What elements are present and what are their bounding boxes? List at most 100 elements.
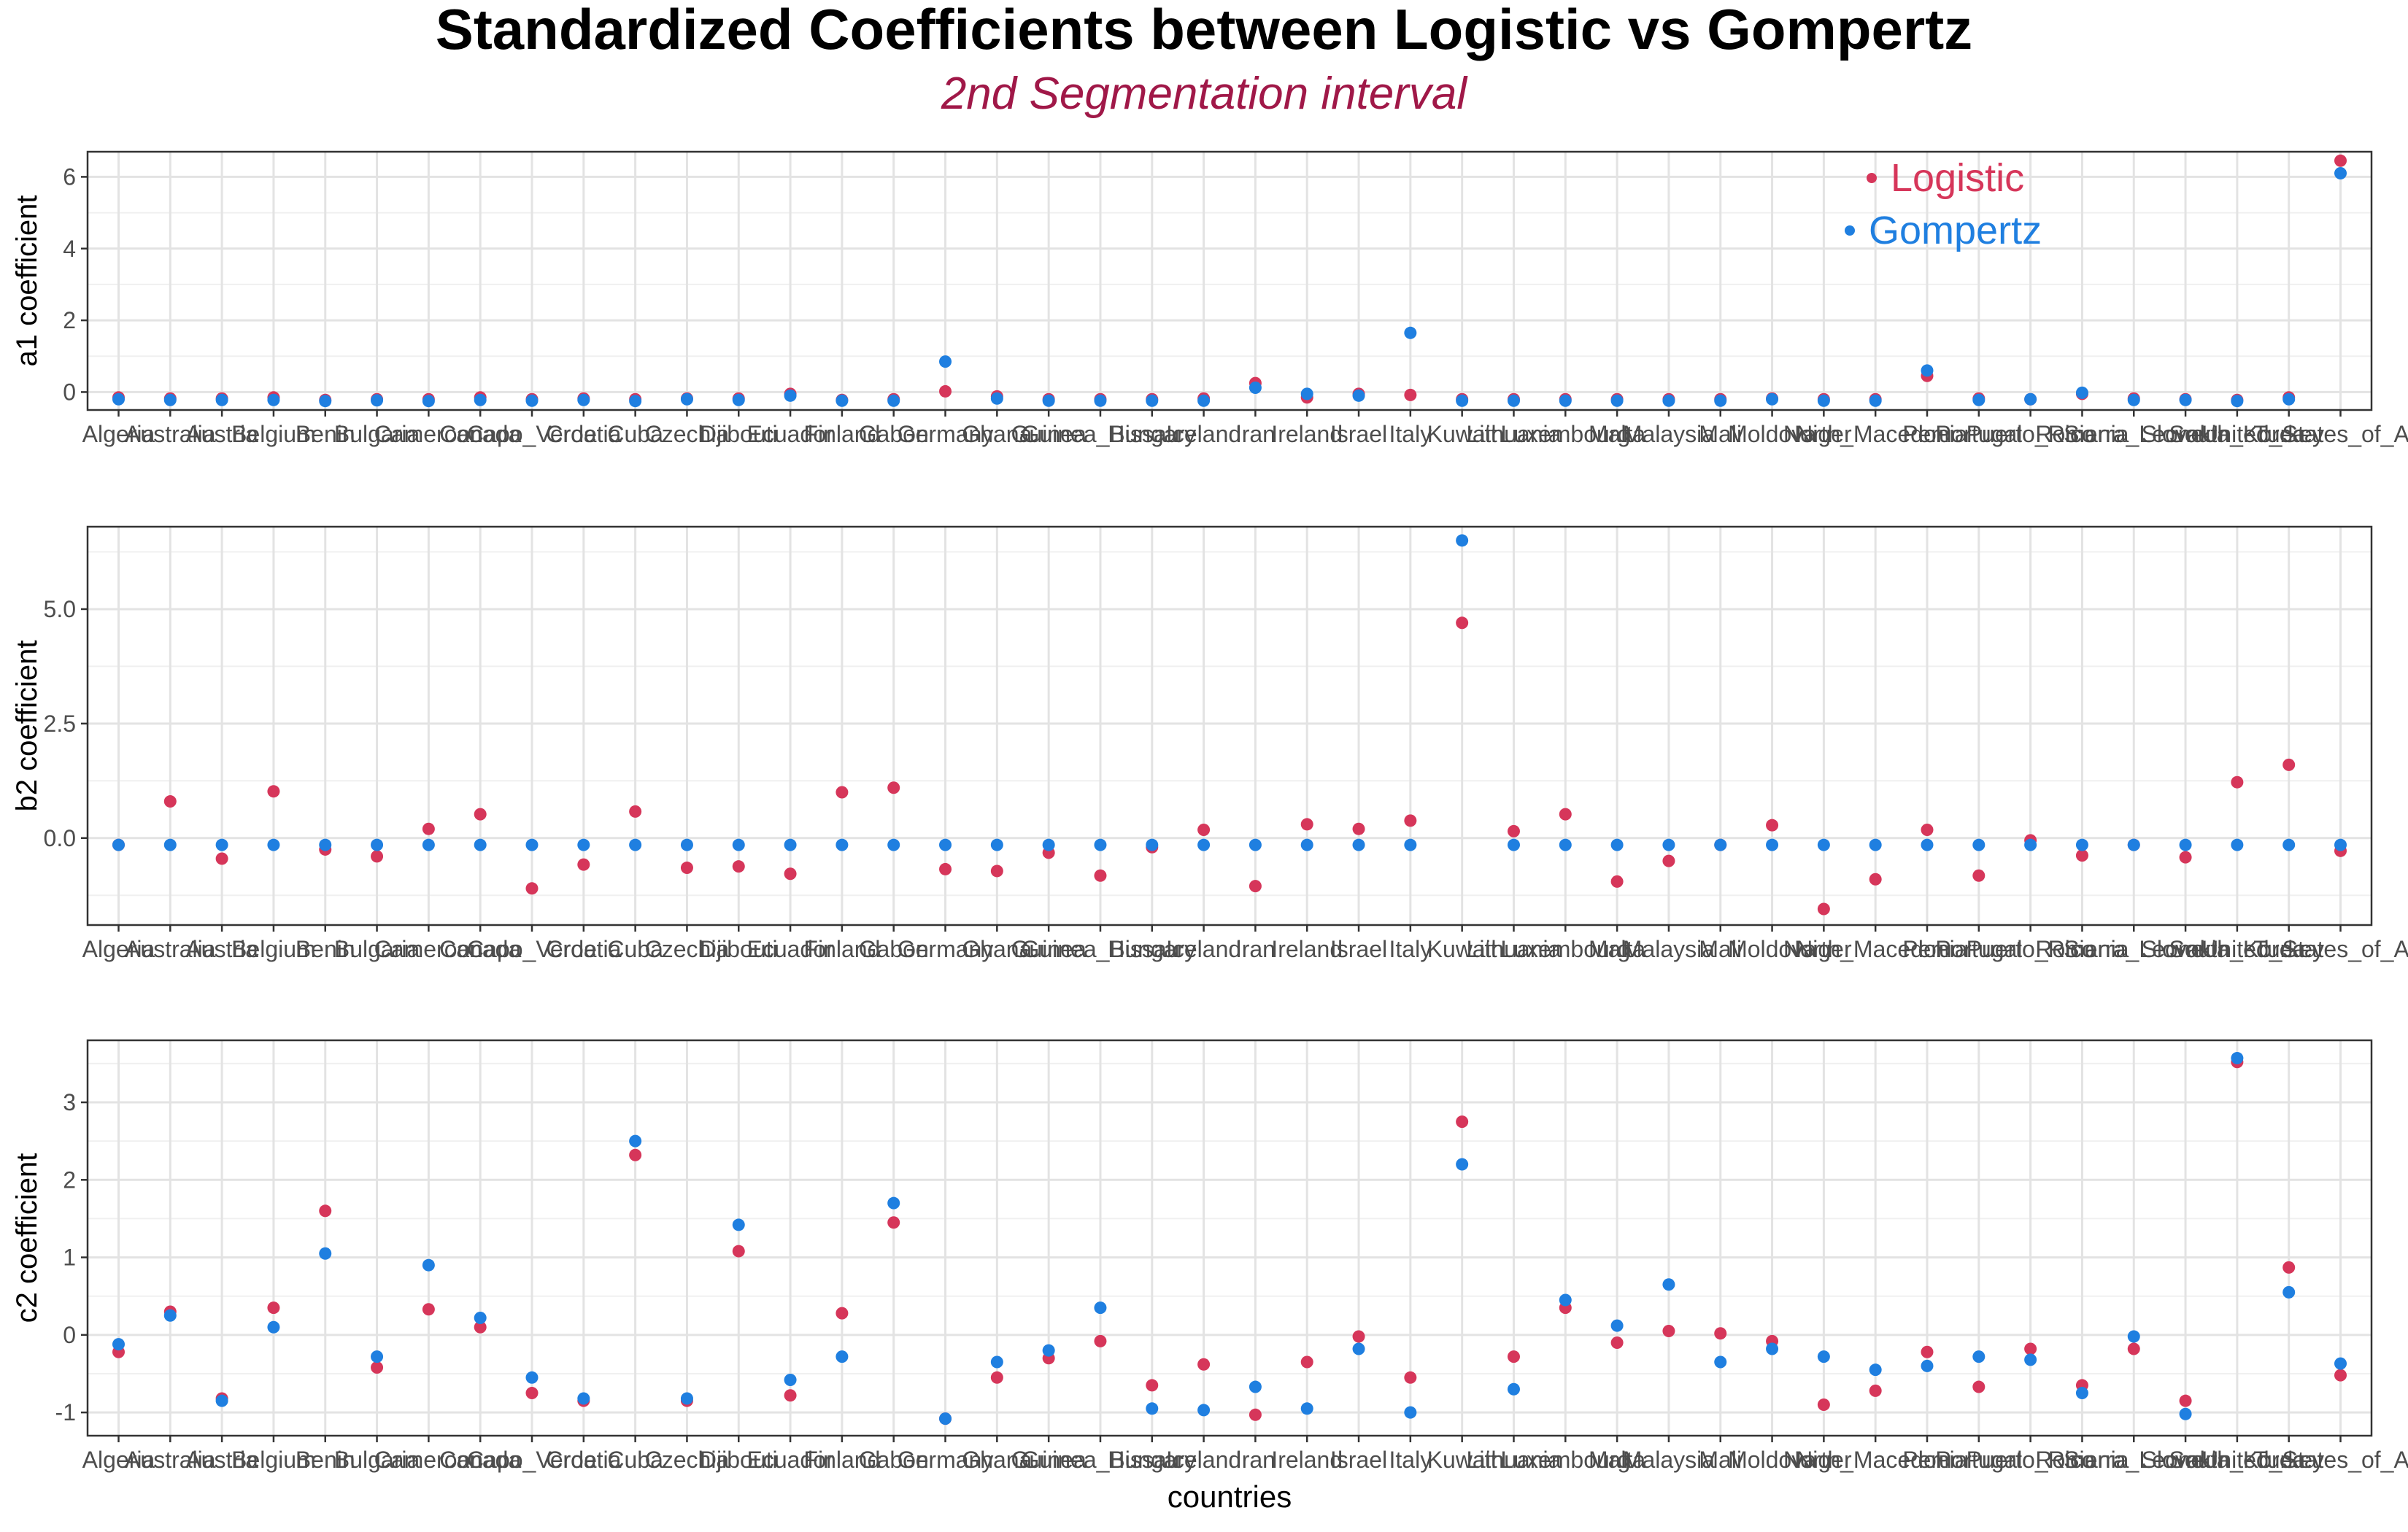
- x-tick-label: Benin: [296, 1447, 355, 1473]
- logistic-point: [680, 862, 693, 875]
- x-tick-label: Belgium: [231, 421, 316, 447]
- x-tick-label: Israel: [1330, 936, 1387, 962]
- logistic-point: [319, 1204, 332, 1218]
- gompertz-point: [2334, 838, 2347, 851]
- gompertz-point: [112, 1338, 125, 1351]
- x-tick-label: United_States_of_America: [2201, 421, 2408, 447]
- logistic-point: [1146, 1379, 1159, 1392]
- x-tick-label: Slovakia: [2142, 936, 2230, 962]
- x-tick-label: Niger: [1796, 936, 1852, 962]
- logistic-point: [784, 1389, 797, 1402]
- gompertz-point: [2231, 838, 2244, 851]
- gompertz-point: [990, 1355, 1003, 1369]
- gompertz-point: [1197, 1404, 1211, 1417]
- gompertz-point: [836, 1350, 849, 1363]
- x-tick-label: South_Korea: [2169, 1447, 2305, 1473]
- x-tick-label: Peru: [1902, 1447, 1952, 1473]
- plot-border: [86, 525, 2373, 926]
- x-tick-label: Iceland: [1166, 421, 1241, 447]
- gompertz-point: [474, 1311, 487, 1324]
- gompertz-point: [784, 389, 797, 402]
- plot-background: [88, 152, 2372, 410]
- logistic-point: [2282, 1261, 2296, 1274]
- x-tick-label: Guinea_Bissau: [1021, 421, 1179, 447]
- gompertz-point: [1146, 394, 1159, 407]
- gompertz-point: [1507, 1382, 1520, 1396]
- logistic-point: [1197, 1358, 1211, 1371]
- gompertz-point: [1300, 838, 1313, 851]
- x-tick-label: Ireland: [1271, 1447, 1343, 1473]
- x-tick-label: Moldova: [1728, 421, 1816, 447]
- logistic-point: [1404, 388, 1417, 401]
- logistic-point: [629, 1148, 642, 1161]
- x-tick-label: Cameroon: [374, 1447, 483, 1473]
- logistic-point: [2024, 1342, 2037, 1355]
- gompertz-point: [887, 1196, 900, 1210]
- x-tick-label: Finland: [803, 421, 880, 447]
- x-tick-label: Croatia: [546, 421, 621, 447]
- gompertz-point: [629, 1134, 642, 1148]
- x-tick-label: Sierra_Leone: [2064, 421, 2204, 447]
- x-tick-label: Iran: [1235, 421, 1276, 447]
- x-tick-label: Capo_Verde: [467, 1447, 597, 1473]
- gompertz-point: [2075, 838, 2088, 851]
- x-tick-label: Hungary: [1108, 936, 1196, 962]
- x-tick-label: Lithuania: [1467, 1447, 1562, 1473]
- gompertz-point: [2334, 1357, 2347, 1370]
- x-tick-label: Gabon: [859, 1447, 929, 1473]
- logistic-point: [1404, 814, 1417, 827]
- x-tick-label: Guinea: [1011, 421, 1087, 447]
- gompertz-point: [422, 838, 435, 851]
- logistic-point: [371, 850, 384, 863]
- x-axis-title: countries: [1168, 1479, 1292, 1514]
- x-tick-label: Gabon: [859, 936, 929, 962]
- legend-key-gompertz: [1845, 225, 1855, 236]
- gompertz-point: [2024, 838, 2037, 851]
- logistic-point: [887, 1216, 900, 1229]
- gompertz-point: [1817, 394, 1830, 407]
- gompertz-point: [1456, 534, 1469, 547]
- logistic-point: [1094, 1334, 1107, 1347]
- x-tick-label: Algeria: [82, 936, 155, 962]
- logistic-point: [836, 786, 849, 799]
- gompertz-point: [2127, 393, 2140, 406]
- x-tick-label: Iran: [1235, 936, 1276, 962]
- gompertz-point: [163, 838, 177, 851]
- logistic-point: [1921, 823, 1934, 836]
- logistic-point: [577, 858, 590, 871]
- gompertz-point: [1559, 838, 1572, 851]
- x-tick-label: Puerto_Rico: [1967, 1447, 2095, 1473]
- gompertz-point: [267, 1320, 280, 1334]
- x-tick-label: Turkey: [2253, 1447, 2324, 1473]
- gompertz-point: [1094, 1301, 1107, 1315]
- x-tick-label: Romania: [2035, 1447, 2129, 1473]
- x-tick-label: Croatia: [546, 1447, 621, 1473]
- x-tick-label: Ecuador: [746, 1447, 834, 1473]
- gompertz-point: [1197, 394, 1211, 407]
- x-tick-label: South_Korea: [2169, 936, 2305, 962]
- x-tick-label: Guinea_Bissau: [1021, 1447, 1179, 1473]
- gompertz-point: [1610, 394, 1624, 407]
- gompertz-point: [2282, 838, 2296, 851]
- gompertz-point: [836, 838, 849, 851]
- gompertz-point: [680, 1392, 693, 1405]
- logistic-point: [732, 1245, 745, 1258]
- gompertz-point: [371, 1350, 384, 1363]
- x-tick-label: Malaysia: [1623, 1447, 1715, 1473]
- x-tick-label: Bulgaria: [334, 421, 420, 447]
- panel-1: 0 2 4 6 AlgeriaAustraliaAustriaBelgiumBeninB…: [11, 150, 2408, 447]
- logistic-point: [422, 822, 435, 835]
- gompertz-point: [2075, 1387, 2088, 1400]
- x-tick-label: Germany: [898, 1447, 994, 1473]
- x-tick-label: Capo_Verde: [467, 936, 597, 962]
- x-tick-label: Slovakia: [2142, 1447, 2230, 1473]
- x-tick-label: Guinea_Bissau: [1021, 936, 1179, 962]
- gompertz-point: [112, 392, 125, 406]
- x-tick-label: Australia: [125, 1447, 216, 1473]
- x-tick-label: Bulgaria: [334, 936, 420, 962]
- y-tick-label: 1: [63, 1245, 76, 1271]
- gompertz-point: [577, 838, 590, 851]
- gompertz-point: [1042, 838, 1055, 851]
- x-tick-label: Ecuador: [746, 936, 834, 962]
- gompertz-point: [525, 1371, 539, 1384]
